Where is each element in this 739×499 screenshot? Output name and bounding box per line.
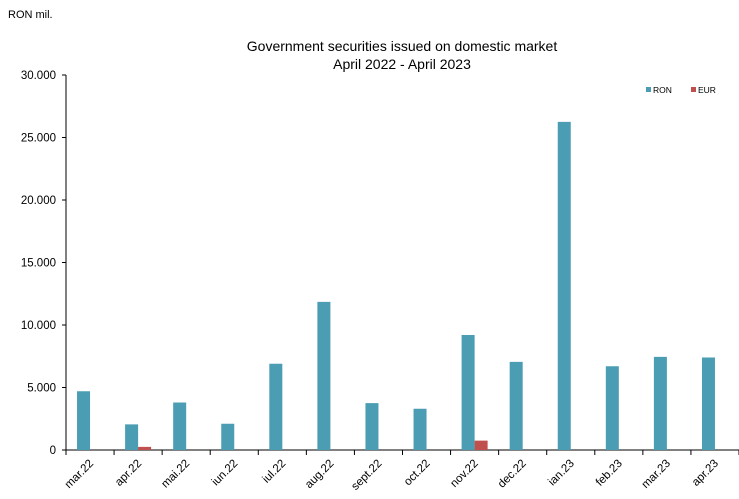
y-tick-label: 15.000	[21, 258, 56, 270]
bar-ron	[365, 403, 379, 450]
x-tick-label: dec.22	[496, 458, 529, 491]
legend-label-eur: EUR	[698, 85, 716, 95]
bar-ron	[605, 366, 619, 450]
y-tick-label: 5.000	[27, 383, 56, 395]
bar-ron	[221, 423, 235, 450]
x-tick-label: iun.22	[210, 458, 241, 489]
bar-ron	[317, 301, 331, 450]
bar-ron	[173, 402, 187, 450]
y-tick-label: 30.000	[21, 70, 56, 82]
chart-title: Government securities issued on domestic…	[247, 38, 558, 54]
x-tick-label: apr.23	[690, 458, 721, 489]
x-tick-label: ian.23	[546, 458, 577, 489]
chart-subtitle: April 2022 - April 2023	[333, 56, 471, 72]
x-tick-label: mar.22	[63, 458, 96, 491]
y-tick-label: 0	[50, 445, 56, 457]
legend: RON EUR	[646, 85, 716, 95]
bars	[77, 121, 715, 450]
x-tick-label: oct.22	[402, 458, 433, 489]
bar-ron	[269, 363, 283, 450]
x-tick-label: apr.22	[113, 458, 144, 489]
x-tick-label: feb.23	[594, 458, 625, 489]
bar-ron	[77, 391, 91, 450]
bar-ron	[509, 361, 523, 450]
x-tick-label: mai.22	[159, 458, 192, 491]
bar-ron	[653, 356, 667, 450]
x-axis: mar.22 apr.22 mai.22 iun.22 iul.22 aug.22 sept…	[63, 449, 739, 493]
bar-ron	[125, 424, 139, 450]
bar-eur	[474, 440, 488, 450]
legend-label-ron: RON	[653, 85, 672, 95]
x-tick-label: iul.22	[261, 458, 289, 486]
x-tick-label: sept.22	[349, 458, 384, 493]
y-tick-label: 10.000	[21, 320, 56, 332]
bar-ron	[557, 121, 571, 450]
x-tick-label: aug.22	[303, 458, 336, 491]
x-tick-label: mar.23	[640, 458, 673, 491]
unit-label: RON mil.	[8, 9, 53, 21]
bar-ron	[413, 408, 427, 450]
y-tick-label: 20.000	[21, 195, 56, 207]
legend-swatch-eur	[691, 87, 696, 92]
bar-ron	[701, 357, 715, 450]
y-axis: 0 5.000 10.000 15.000 20.000 25.000 30.000	[21, 70, 67, 457]
legend-swatch-ron	[646, 87, 651, 92]
bar-eur	[138, 446, 152, 450]
x-tick-label: nov.22	[448, 458, 480, 490]
bar-ron	[461, 335, 475, 450]
y-tick-label: 25.000	[21, 133, 56, 145]
